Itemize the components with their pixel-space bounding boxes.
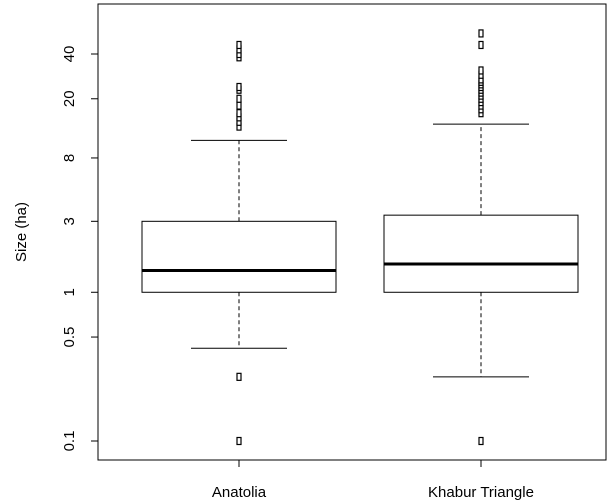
y-tick-label: 3 <box>61 217 78 225</box>
outlier-point <box>236 94 242 103</box>
outlier-point <box>236 436 242 446</box>
outlier-point <box>236 40 242 50</box>
boxes-group <box>141 29 579 446</box>
x-tick-label: Khabur Triangle <box>428 484 534 501</box>
y-tick-label: 8 <box>61 154 78 162</box>
iqr-box <box>383 214 579 293</box>
y-tick-label: 1 <box>61 288 78 296</box>
outlier-point <box>236 82 242 92</box>
y-axis: 0.1 0.5 1 3 8 20 40 <box>61 46 98 452</box>
y-axis-label: Size (ha) <box>13 202 30 262</box>
y-tick-label: 0.1 <box>61 431 78 452</box>
y-tick-label: 0.5 <box>61 327 78 348</box>
y-tick-label: 40 <box>61 46 78 63</box>
box-anatolia <box>141 40 337 446</box>
outlier-point <box>236 109 242 118</box>
outlier-point <box>478 40 484 50</box>
outlier-point <box>236 101 242 110</box>
outlier-point <box>478 66 484 75</box>
x-axis: Anatolia Khabur Triangle <box>212 460 534 501</box>
outlier-point <box>478 29 484 38</box>
outlier-point <box>236 372 242 381</box>
outlier-point <box>478 436 484 446</box>
x-tick-label: Anatolia <box>212 484 267 501</box>
plot-frame <box>97 3 607 461</box>
iqr-box <box>141 220 337 293</box>
box-khabur-triangle <box>383 29 579 446</box>
y-tick-label: 20 <box>61 90 78 107</box>
